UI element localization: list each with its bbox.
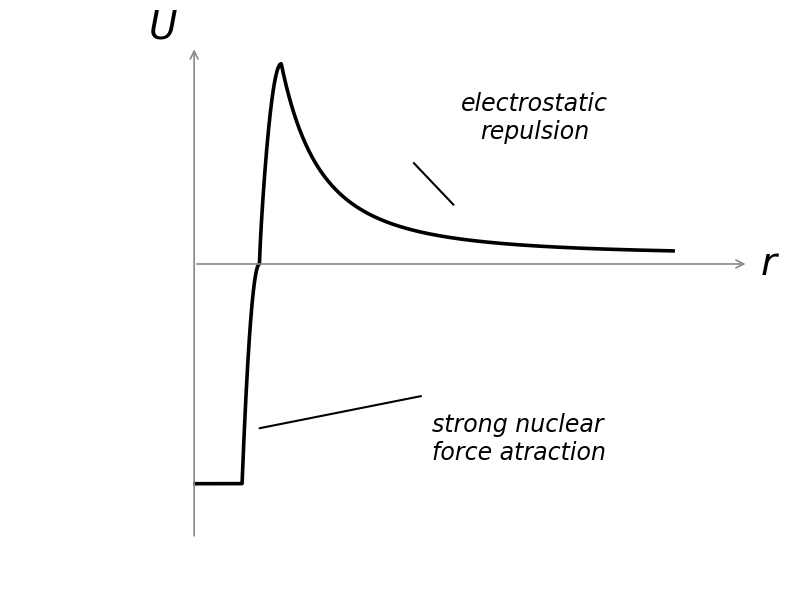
Text: strong nuclear
force atraction: strong nuclear force atraction bbox=[432, 413, 606, 464]
Text: r: r bbox=[760, 245, 776, 283]
Text: U: U bbox=[148, 8, 177, 47]
Text: electrostatic
repulsion: electrostatic repulsion bbox=[461, 92, 608, 144]
